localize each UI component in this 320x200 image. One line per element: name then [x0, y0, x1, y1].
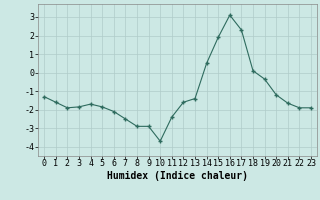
X-axis label: Humidex (Indice chaleur): Humidex (Indice chaleur) [107, 171, 248, 181]
